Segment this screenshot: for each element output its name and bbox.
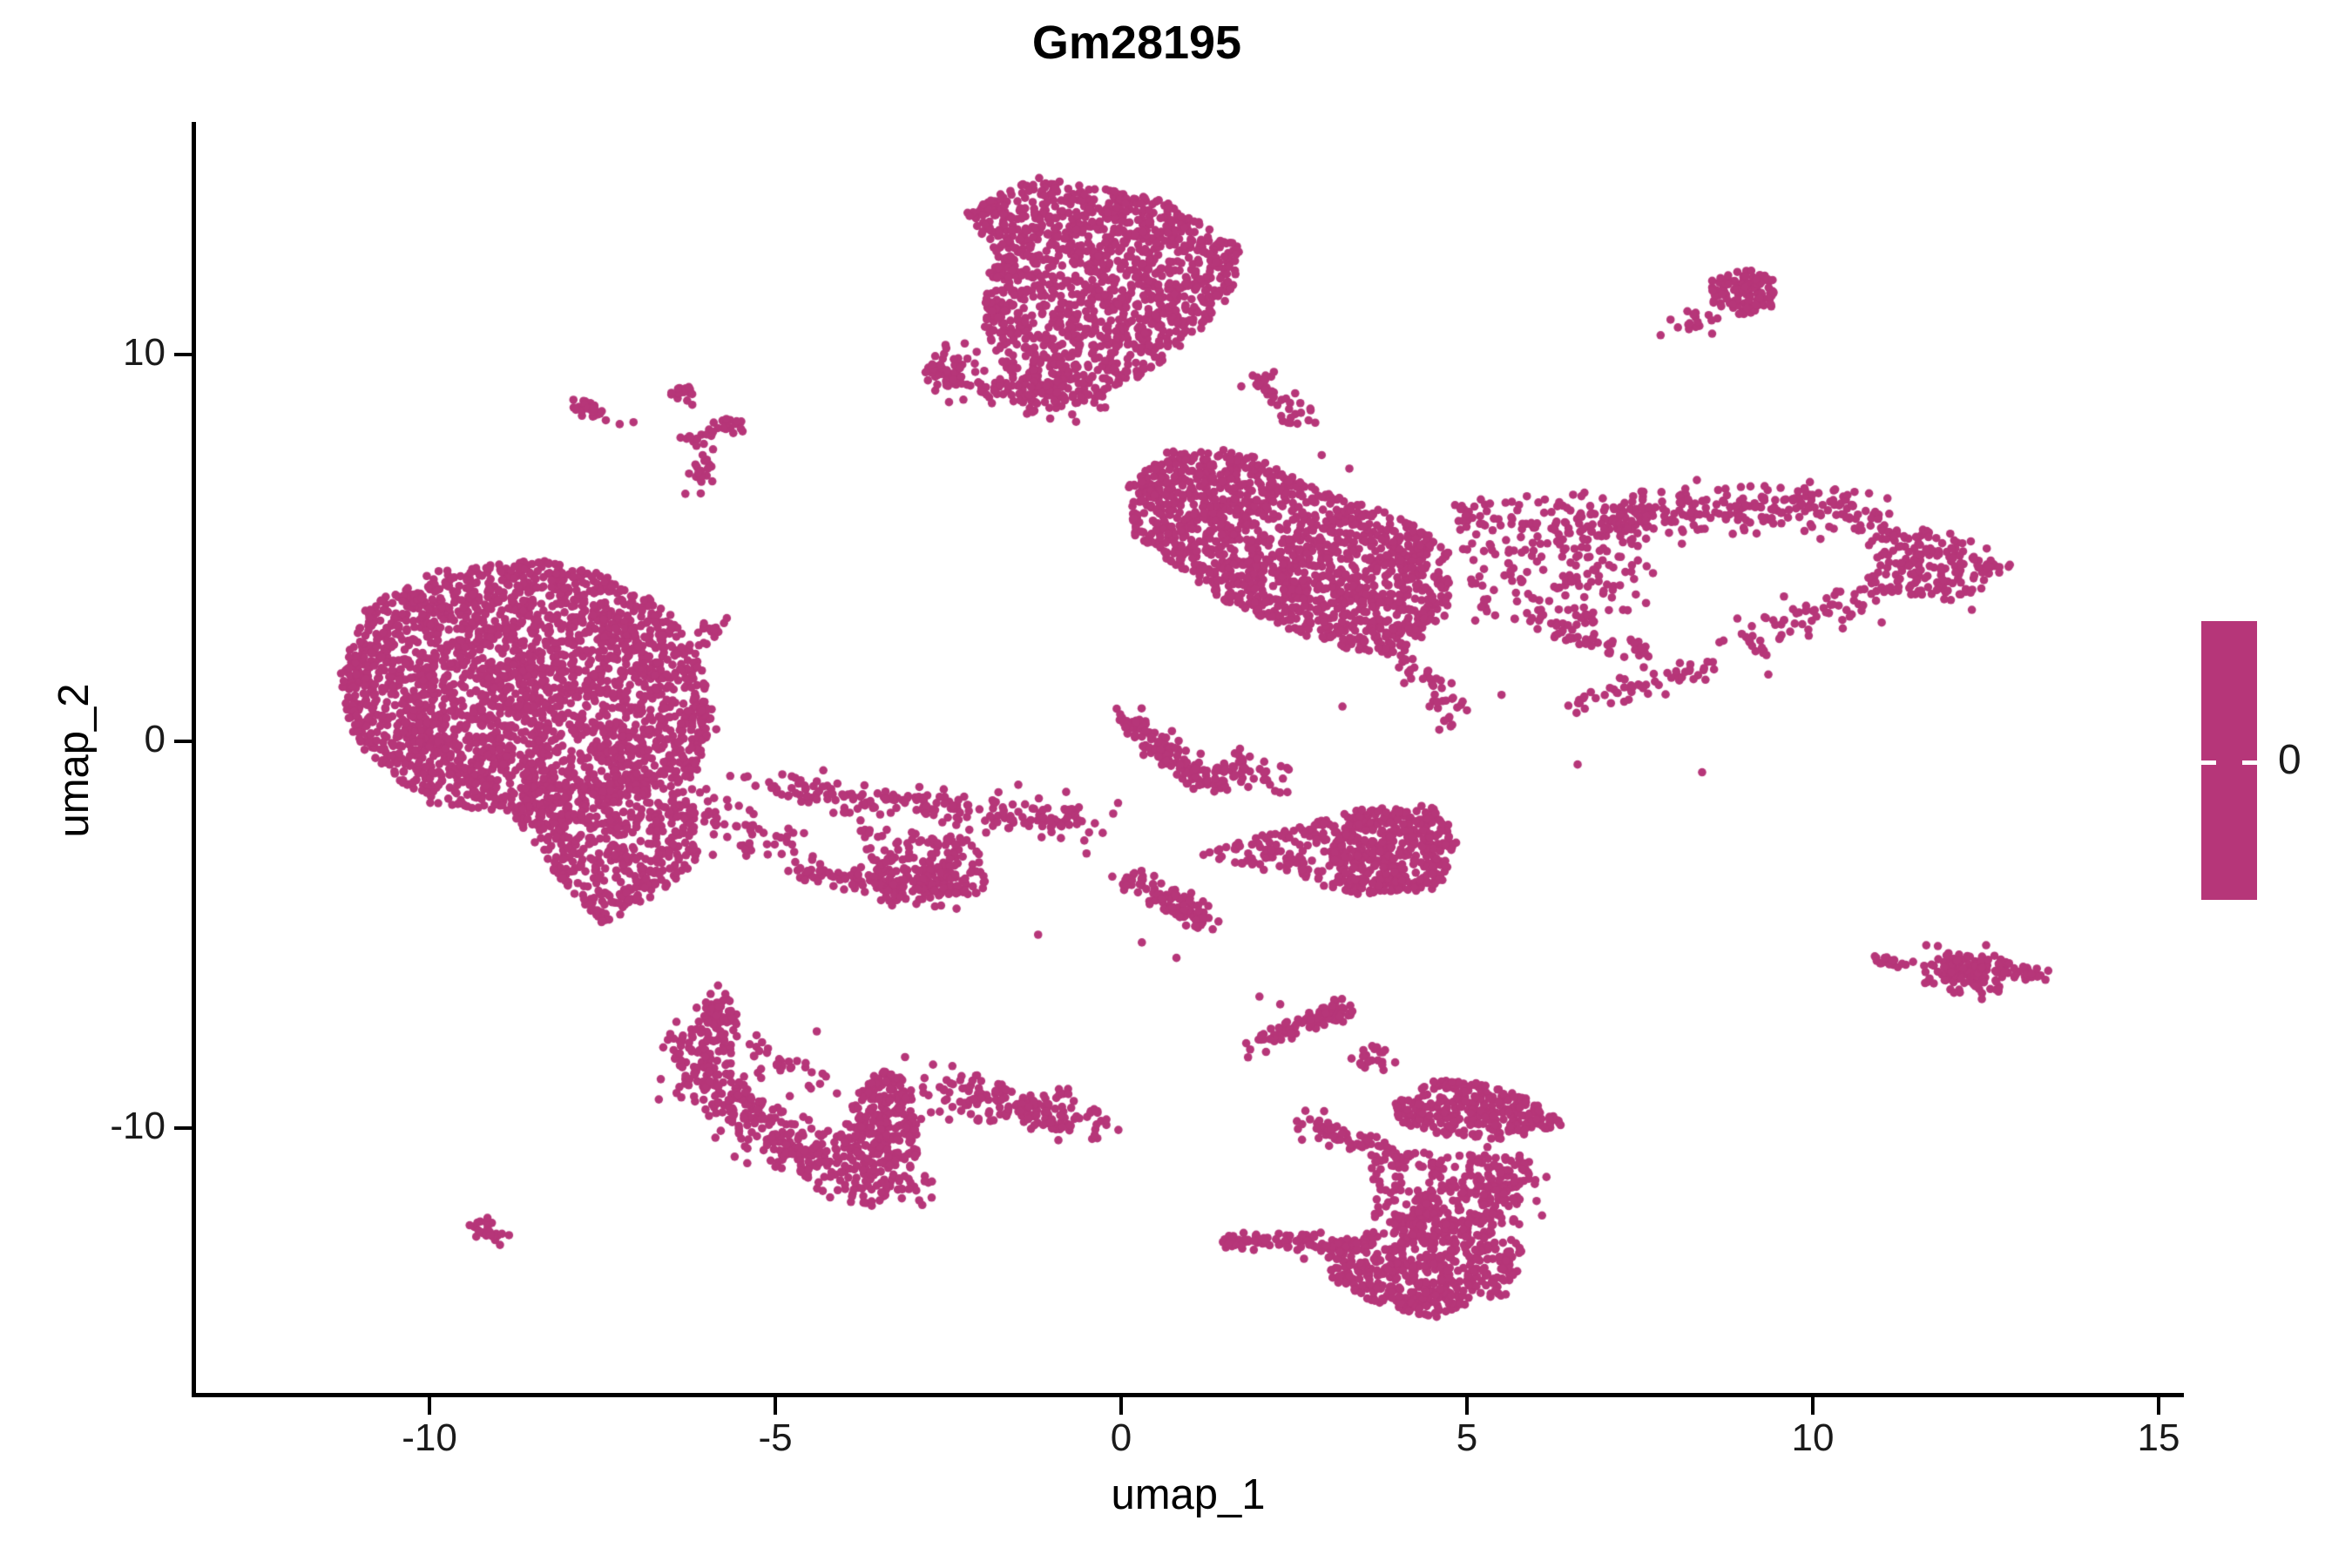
x-tick-label: 5 (1456, 1416, 1478, 1459)
plot-title: Gm28195 (1031, 17, 1242, 69)
colorbar-tick-right (2242, 760, 2257, 765)
x-tick-label: -5 (758, 1416, 793, 1459)
y-tick-mark (174, 1126, 192, 1130)
x-axis-title: umap_1 (1111, 1471, 1266, 1518)
x-tick-mark (428, 1397, 431, 1415)
y-tick-label: -10 (110, 1105, 166, 1147)
x-tick-label: 10 (1791, 1416, 1835, 1459)
x-tick-label: -10 (402, 1416, 457, 1459)
y-axis-title: umap_2 (51, 683, 98, 838)
colorbar-tick-label: 0 (2278, 737, 2301, 783)
x-tick-mark (774, 1397, 777, 1415)
y-tick-mark (174, 353, 192, 356)
y-tick-mark (174, 740, 192, 743)
y-tick-label: 0 (144, 718, 166, 760)
x-tick-mark (2157, 1397, 2160, 1415)
colorbar-tick-left (2201, 760, 2216, 765)
x-tick-mark (1119, 1397, 1123, 1415)
y-tick-label: 10 (123, 331, 166, 374)
x-tick-mark (1811, 1397, 1815, 1415)
x-axis-line (192, 1393, 2184, 1397)
x-tick-label: 0 (1110, 1416, 1132, 1459)
x-tick-label: 15 (2137, 1416, 2180, 1459)
x-tick-mark (1465, 1397, 1469, 1415)
y-axis-line (192, 122, 196, 1397)
